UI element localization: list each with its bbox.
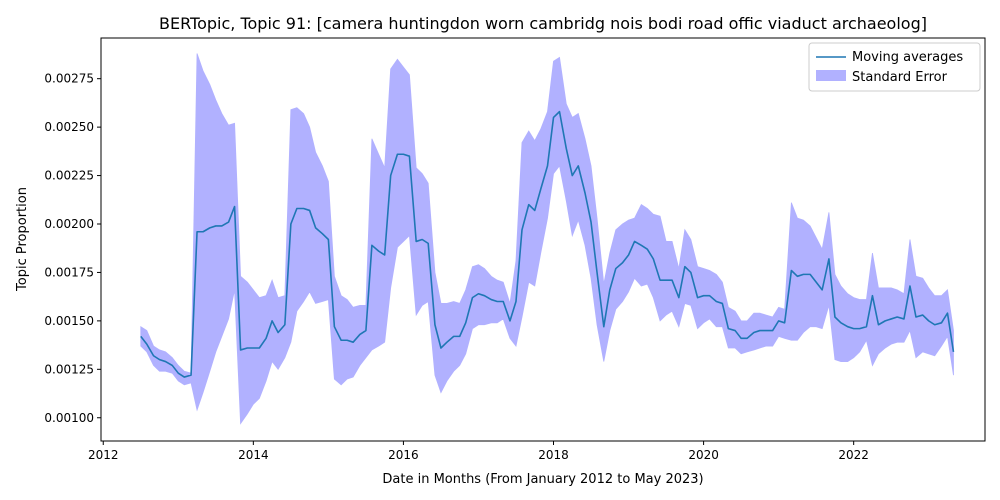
x-tick-label: 2020 [688,448,719,462]
y-tick-label: 0.00125 [44,362,94,376]
x-axis: 2012 2014 2016 2018 2020 2022 [88,441,869,462]
moving-average-layer [140,110,955,378]
y-tick-label: 0.00275 [44,72,94,86]
legend-label-standard-error: Standard Error [852,70,948,85]
moving-average-line [140,110,955,378]
plot-frame [100,37,986,442]
y-tick-label: 0.00150 [44,314,94,328]
x-axis-title: Date in Months (From January 2012 to May… [382,472,703,487]
x-tick-label: 2016 [388,448,419,462]
legend-label-moving-averages: Moving averages [852,50,963,65]
y-tick-label: 0.00100 [44,411,94,425]
y-axis: 0.00100 0.00125 0.00150 0.00175 0.00200 0.002… [44,72,101,425]
chart-title: BERTopic, Topic 91: [camera huntingdon w… [159,14,927,33]
x-tick-label: 2018 [538,448,569,462]
y-tick-label: 0.00175 [44,265,94,279]
x-tick-label: 2014 [238,448,269,462]
y-axis-title: Topic Proportion [15,187,30,292]
legend-box [808,42,981,92]
standard-error-band [140,53,954,425]
y-tick-label: 0.00200 [44,217,94,231]
standard-error-layer [140,53,954,425]
y-tick-label: 0.00250 [44,120,94,134]
y-tick-label: 0.00225 [44,169,94,183]
legend: Moving averages Standard Error [808,42,981,92]
x-tick-label: 2022 [838,448,869,462]
legend-area-swatch [816,70,846,81]
x-tick-label: 2012 [88,448,119,462]
